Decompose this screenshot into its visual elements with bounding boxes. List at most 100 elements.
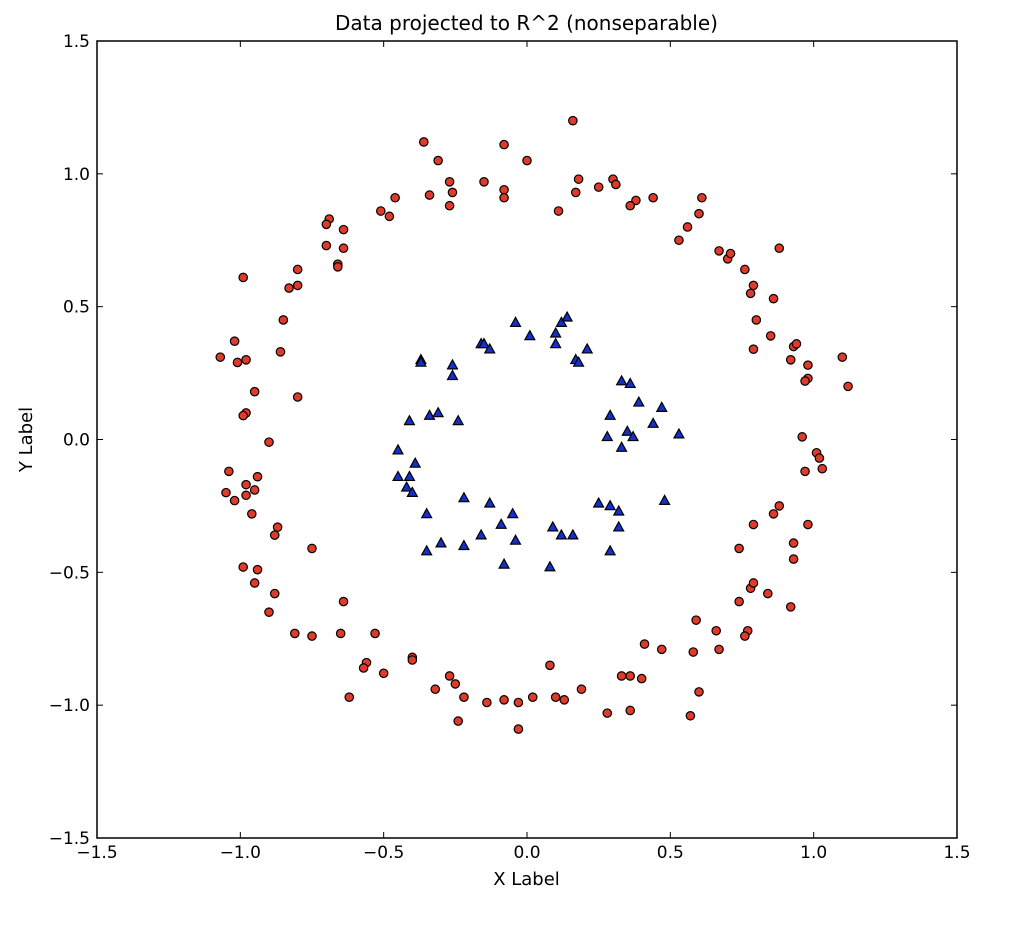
data-point-triangle xyxy=(506,507,519,519)
data-point-circle xyxy=(269,530,280,540)
data-point-circle xyxy=(444,177,455,187)
data-point-circle xyxy=(748,578,759,588)
data-point-circle xyxy=(611,179,621,190)
data-point-triangle xyxy=(549,326,562,338)
data-point-circle xyxy=(803,360,813,370)
data-point-circle xyxy=(264,437,274,447)
data-point-triangle xyxy=(420,507,433,519)
data-point-circle xyxy=(636,673,647,684)
data-point-circle xyxy=(479,177,489,187)
data-point-circle xyxy=(499,139,509,150)
data-point-triangle xyxy=(423,409,436,420)
data-point-triangle xyxy=(647,417,660,428)
data-point-circle xyxy=(307,543,317,554)
data-point-triangle xyxy=(452,414,465,426)
data-point-triangle xyxy=(392,470,404,482)
data-point-circle xyxy=(768,509,779,519)
data-point-circle xyxy=(338,596,349,607)
data-point-circle xyxy=(545,660,555,671)
data-point-circle xyxy=(800,466,810,477)
data-point-circle xyxy=(513,697,524,708)
data-point-triangle xyxy=(457,491,470,503)
data-point-circle xyxy=(378,668,389,679)
data-point-triangle xyxy=(543,560,556,572)
data-point-circle xyxy=(788,538,799,548)
data-point-triangle xyxy=(392,443,404,455)
data-point-circle xyxy=(550,692,561,702)
data-point-circle xyxy=(559,695,570,705)
data-point-triangle xyxy=(483,496,496,508)
data-point-circle xyxy=(370,628,380,639)
data-point-circle xyxy=(272,522,283,532)
data-point-circle xyxy=(269,588,280,599)
data-point-circle xyxy=(221,487,231,498)
data-point-circle xyxy=(765,331,776,341)
data-point-circle xyxy=(453,716,463,726)
data-point-triangle xyxy=(592,496,605,508)
data-point-circle xyxy=(748,519,759,530)
data-point-triangle xyxy=(523,329,536,341)
data-point-triangle xyxy=(572,356,585,367)
data-point-circle xyxy=(247,509,257,519)
data-point-circle xyxy=(745,288,756,299)
data-point-circle xyxy=(215,352,226,362)
data-point-circle xyxy=(740,631,750,641)
data-point-circle xyxy=(433,155,443,166)
data-point-triangle xyxy=(495,518,508,529)
data-point-circle xyxy=(527,692,538,702)
data-point-circle xyxy=(774,243,785,254)
data-point-triangle xyxy=(509,534,522,545)
data-point-triangle xyxy=(403,470,416,482)
data-point-triangle xyxy=(478,337,490,349)
data-point-circle xyxy=(232,357,243,368)
y-tick-label: 0.5 xyxy=(63,298,90,318)
data-point-circle xyxy=(252,564,263,575)
data-point-circle xyxy=(748,344,759,354)
data-point-triangle xyxy=(561,310,574,322)
data-point-triangle xyxy=(604,409,617,420)
data-point-circle xyxy=(284,283,294,293)
data-point-circle xyxy=(321,219,332,230)
data-point-circle xyxy=(407,655,418,665)
data-point-triangle xyxy=(624,377,637,389)
data-point-circle xyxy=(751,315,762,325)
data-point-circle xyxy=(375,206,386,216)
data-point-triangle xyxy=(566,528,579,540)
data-point-circle xyxy=(800,376,810,386)
data-point-circle xyxy=(791,339,802,349)
data-point-circle xyxy=(289,628,300,639)
x-tick-label: −0.5 xyxy=(363,843,404,863)
data-point-circle xyxy=(694,208,704,219)
data-point-circle xyxy=(697,192,707,203)
data-point-circle xyxy=(714,644,724,655)
data-point-circle xyxy=(625,705,635,716)
data-point-circle xyxy=(725,248,736,259)
data-point-circle xyxy=(241,490,251,501)
data-point-triangle xyxy=(621,425,634,436)
y-tick-label: −1.5 xyxy=(49,829,90,849)
data-point-circle xyxy=(625,200,635,211)
x-tick-label: 0.5 xyxy=(657,843,684,863)
data-point-circle xyxy=(499,184,509,195)
data-point-circle xyxy=(748,280,759,291)
x-axis-label: X Label xyxy=(493,869,560,890)
data-point-circle xyxy=(688,647,699,657)
data-point-circle xyxy=(264,607,274,617)
data-point-triangle xyxy=(555,316,568,327)
data-point-circle xyxy=(788,554,799,564)
data-point-circle xyxy=(424,190,435,200)
data-point-triangle xyxy=(627,430,640,442)
data-point-circle xyxy=(292,392,303,402)
x-tick-label: −1.0 xyxy=(220,843,261,863)
y-tick-label: 0.0 xyxy=(63,431,90,451)
y-tick-label: 1.0 xyxy=(63,165,90,185)
data-point-triangle xyxy=(403,414,416,426)
data-point-circle xyxy=(785,354,796,365)
data-point-circle xyxy=(238,272,248,283)
data-point-circle xyxy=(814,453,825,463)
y-axis-label: Y Label xyxy=(16,407,37,473)
plot-frame xyxy=(96,40,958,839)
data-point-circle xyxy=(568,115,578,126)
data-point-circle xyxy=(241,354,251,365)
data-point-circle xyxy=(292,264,303,275)
